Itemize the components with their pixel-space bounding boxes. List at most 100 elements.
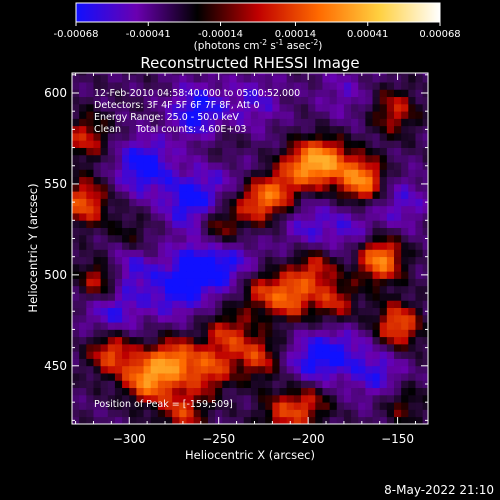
- heatmap-cell: [365, 74, 373, 83]
- heatmap-cell: [100, 343, 109, 352]
- heatmap-cell: [379, 285, 388, 294]
- heatmap-cell: [300, 336, 309, 345]
- heatmap-cell: [215, 343, 223, 352]
- heatmap-cell: [372, 416, 381, 424]
- heatmap-cell: [300, 263, 309, 272]
- heatmap-cell: [229, 169, 237, 178]
- heatmap-cell: [293, 74, 302, 83]
- heatmap-cell: [243, 256, 252, 265]
- heatmap-cell: [272, 169, 280, 178]
- heatmap-cell: [86, 213, 94, 221]
- heatmap-cell: [165, 402, 173, 410]
- heatmap-cell: [186, 358, 195, 367]
- heatmap-cell: [193, 227, 202, 236]
- heatmap-cell: [193, 343, 202, 352]
- heatmap-cell: [258, 162, 266, 170]
- heatmap-cell: [250, 278, 259, 287]
- heatmap-cell: [100, 169, 109, 178]
- heatmap-cell: [243, 96, 252, 105]
- heatmap-cell: [351, 169, 359, 178]
- heatmap-cell: [215, 118, 223, 127]
- heatmap-cell: [315, 234, 323, 243]
- heatmap-cell: [72, 285, 80, 294]
- heatmap-cell: [379, 140, 388, 148]
- heatmap-cell: [222, 103, 230, 112]
- heatmap-cell: [394, 293, 402, 301]
- heatmap-cell: [279, 314, 288, 323]
- heatmap-cell: [207, 133, 216, 141]
- heatmap-cell: [386, 394, 395, 403]
- heatmap-cell: [408, 278, 416, 287]
- heatmap-cell: [415, 373, 424, 381]
- heatmap-cell: [100, 198, 109, 207]
- heatmap-cell: [336, 343, 345, 352]
- heatmap-cell: [172, 140, 180, 148]
- heatmap-cell: [86, 409, 94, 418]
- heatmap-cell: [114, 89, 123, 98]
- heatmap-cell: [215, 300, 223, 308]
- heatmap-cell: [322, 358, 331, 367]
- heatmap-cell: [207, 82, 216, 90]
- heatmap-cell: [122, 191, 130, 199]
- heatmap-cell: [322, 336, 331, 345]
- heatmap-cell: [193, 373, 202, 381]
- heatmap-cell: [293, 169, 302, 178]
- heatmap-cell: [243, 285, 252, 294]
- heatmap-cell: [265, 198, 273, 207]
- heatmap-cell: [229, 74, 237, 83]
- heatmap-cell: [351, 285, 359, 294]
- heatmap-cell: [179, 183, 187, 192]
- heatmap-cell: [265, 293, 273, 301]
- heatmap-cell: [172, 73, 180, 76]
- heatmap-cell: [114, 191, 123, 199]
- heatmap-cell: [193, 82, 202, 90]
- heatmap-cell: [379, 300, 388, 308]
- heatmap-cell: [100, 183, 109, 192]
- heatmap-cell: [122, 74, 130, 83]
- heatmap-cell: [308, 74, 316, 83]
- heatmap-cell: [394, 373, 402, 381]
- heatmap-cell: [358, 307, 366, 316]
- heatmap-cell: [236, 220, 245, 228]
- heatmap-cell: [336, 278, 345, 287]
- heatmap-cell: [343, 183, 352, 192]
- heatmap-cell: [122, 103, 130, 112]
- heatmap-cell: [207, 103, 216, 112]
- heatmap-cell: [372, 271, 381, 279]
- heatmap-cell: [122, 373, 130, 381]
- heatmap-cell: [415, 394, 424, 403]
- heatmap-cell: [286, 358, 295, 367]
- heatmap-cell: [93, 263, 102, 272]
- heatmap-cell: [343, 162, 352, 170]
- heatmap-cell: [365, 176, 373, 185]
- heatmap-cell: [200, 96, 209, 105]
- heatmap-cell: [272, 74, 280, 83]
- heatmap-cell: [107, 343, 116, 352]
- heatmap-cell: [122, 154, 130, 163]
- heatmap-cell: [379, 387, 388, 396]
- heatmap-cell: [250, 409, 259, 418]
- heatmap-cell: [172, 125, 180, 134]
- heatmap-cell: [343, 154, 352, 163]
- heatmap-cell: [193, 220, 202, 228]
- heatmap-cell: [86, 351, 94, 359]
- heatmap-cell: [93, 285, 102, 294]
- heatmap-cell: [401, 278, 409, 287]
- heatmap-cell: [329, 351, 338, 359]
- heatmap-cell: [329, 409, 338, 418]
- heatmap-cell: [129, 96, 137, 105]
- heatmap-cell: [100, 402, 109, 410]
- heatmap-cell: [386, 74, 395, 83]
- heatmap-cell: [272, 293, 280, 301]
- heatmap-cell: [222, 154, 230, 163]
- heatmap-cell: [250, 176, 259, 185]
- heatmap-cell: [86, 329, 94, 338]
- heatmap-cell: [408, 394, 416, 403]
- heatmap-cell: [129, 191, 137, 199]
- heatmap-cell: [179, 176, 187, 185]
- heatmap-cell: [186, 278, 195, 287]
- heatmap-cell: [229, 380, 237, 389]
- heatmap-cell: [186, 73, 195, 76]
- heatmap-cell: [200, 307, 209, 316]
- heatmap-cell: [100, 191, 109, 199]
